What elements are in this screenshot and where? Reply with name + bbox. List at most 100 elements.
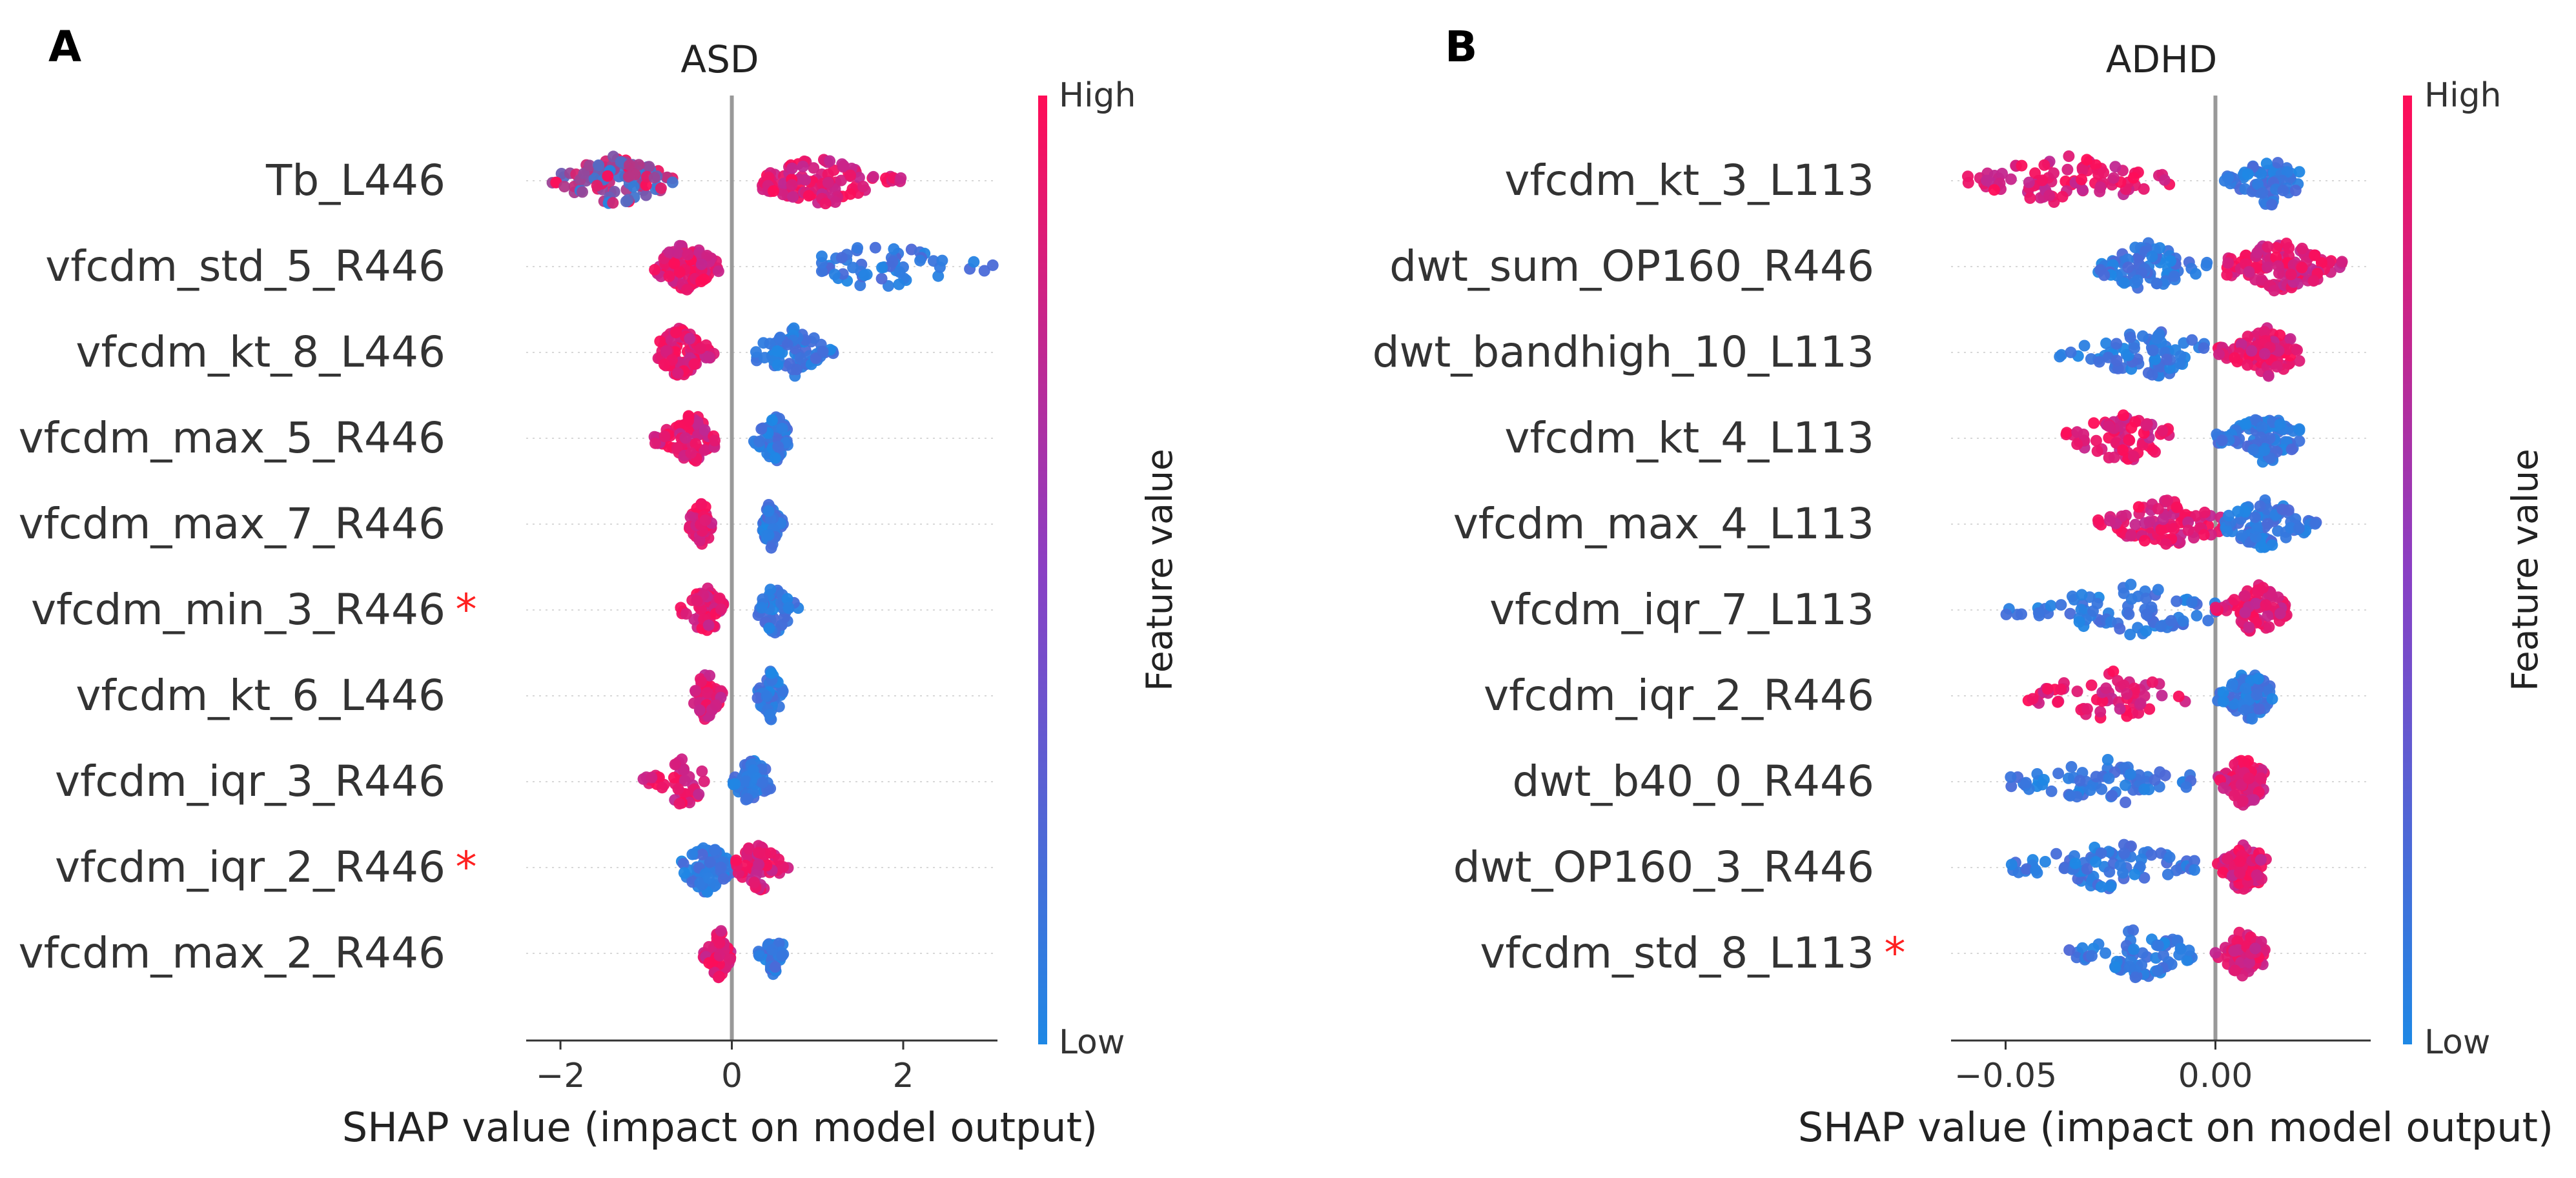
panel-b-dot — [2045, 785, 2058, 797]
panel-b-x-axis-label: SHAP value (impact on model output) — [1798, 1104, 2553, 1151]
panel-b-dot — [2151, 332, 2163, 345]
panel-b-dot — [2090, 159, 2102, 171]
panel-b-dot — [2108, 172, 2120, 184]
panel-a-dot — [715, 861, 727, 873]
panel-b-dot — [2091, 598, 2103, 610]
panel-a-dot — [682, 249, 694, 261]
panel-a-dot — [704, 856, 716, 868]
panel-b-dot — [2129, 342, 2140, 354]
panel-a-title: ASD — [680, 37, 759, 81]
panel-a-dot — [772, 359, 784, 371]
panel-b: B ADHD vfcdm_kt_3_L113 dwt_sum_OP160_R446… — [1373, 22, 2554, 1151]
panel-a-dot — [659, 431, 671, 442]
panel-b-dot — [2281, 166, 2293, 178]
panel-b-dot — [2061, 163, 2074, 176]
panel-b-dot — [2100, 337, 2112, 349]
panel-a-dot — [649, 263, 661, 276]
panel-b-feature-label: vfcdm_std_8_L113 — [1480, 928, 1874, 978]
panel-a-dot — [699, 424, 711, 436]
panel-b-dot — [2118, 847, 2131, 859]
panel-a-colorbar-high: High — [1059, 76, 1136, 115]
panel-b-dot — [2236, 795, 2249, 807]
panel-b-dot — [2043, 189, 2056, 201]
panel-b-dot — [2274, 607, 2286, 620]
panel-b-dot — [2258, 348, 2271, 360]
panel-a-dot — [669, 758, 681, 771]
panel-a-dot — [681, 283, 693, 296]
panel-a-dot — [797, 160, 809, 172]
panel-b-colorbar-label: Feature value — [2504, 449, 2546, 691]
panel-a-dot — [808, 332, 820, 344]
panel-a-dot — [688, 358, 700, 371]
panel-b-dot — [2168, 270, 2180, 282]
panel-a-dot — [712, 971, 724, 984]
panel-a-dot — [771, 345, 783, 357]
panel-a-colorbar-label: Feature value — [1139, 449, 1180, 691]
panel-b-dot — [2065, 761, 2078, 773]
panel-b-dot — [2138, 871, 2151, 884]
panel-a-dot — [844, 169, 856, 181]
panel-b-feature-label: vfcdm_kt_4_L113 — [1504, 413, 1874, 463]
panel-b-feature-label: dwt_sum_OP160_R446 — [1389, 241, 1874, 291]
panel-a-dot — [822, 168, 834, 181]
panel-a-dot — [679, 432, 691, 444]
panel-b-dot — [2273, 345, 2285, 357]
panel-b-dot — [2222, 853, 2234, 865]
panel-b-dot — [2160, 538, 2172, 550]
panel-b-dot — [2256, 187, 2269, 199]
panel-b-dot — [2272, 260, 2284, 272]
panel-b-dot — [2228, 789, 2240, 802]
panel-b-dot — [2090, 434, 2102, 447]
panel-a-dot — [713, 937, 726, 949]
panel-b-dot — [2030, 864, 2042, 876]
panel-b-dot — [2064, 607, 2076, 620]
panel-b-dot — [2242, 330, 2254, 343]
panel-a-dot — [786, 162, 798, 174]
panel-a-dot — [761, 690, 773, 702]
panel-a-dot — [672, 783, 684, 795]
panel-b-dot — [2293, 355, 2305, 367]
panel-a-dot — [894, 266, 906, 278]
panel-b-dot — [2075, 604, 2087, 616]
panel-b-dot — [2109, 161, 2121, 173]
panel-b-dot — [2156, 425, 2169, 437]
panel-b-dot — [2272, 157, 2284, 169]
panel-a-dot — [932, 270, 945, 282]
panel-a-x-tick-label: 0 — [721, 1057, 742, 1095]
panel-a-dot — [712, 265, 724, 278]
panel-a-dot — [713, 950, 726, 962]
panel-a-dot — [869, 241, 881, 254]
panel-b-dot — [2258, 325, 2271, 338]
panel-b-dot — [2260, 157, 2273, 170]
panel-b-dot — [2138, 783, 2151, 795]
panel-b-dot — [2266, 693, 2278, 705]
panel-b-dot — [2257, 582, 2269, 594]
panel-a-feature-label: vfcdm_std_5_R446 — [45, 241, 445, 291]
panel-b-dot — [2143, 516, 2156, 528]
panel-b-dot — [2227, 698, 2240, 710]
panel-a-dot — [690, 438, 702, 450]
panel-b-dot — [2262, 241, 2274, 253]
panel-b-dot — [2177, 615, 2189, 627]
panel-b-dot — [2065, 346, 2077, 358]
panel-a-dot — [718, 873, 730, 885]
panel-b-dot — [2174, 350, 2187, 362]
panel-a-dot — [776, 950, 788, 962]
panel-a-dot — [750, 346, 762, 358]
panel-b-dot — [2103, 514, 2116, 527]
panel-b-dot — [2045, 600, 2057, 612]
panel-a-dot — [729, 778, 741, 790]
panel-b-dot — [2149, 774, 2161, 786]
panel-a-dot — [757, 777, 769, 789]
panel-b-dot — [2260, 599, 2272, 611]
panel-b-dot — [2127, 172, 2140, 184]
panel-b-dot — [2152, 503, 2164, 515]
panel-a-dot — [837, 159, 850, 172]
panel-b-dot — [2076, 589, 2088, 601]
panel-b-dot — [2098, 269, 2111, 281]
panel-b-dot — [2191, 609, 2203, 622]
panel-b-dot — [2234, 855, 2246, 868]
panel-a-dot — [772, 440, 784, 452]
panel-b-dot — [2106, 789, 2118, 802]
panel-a-dot — [686, 848, 699, 860]
